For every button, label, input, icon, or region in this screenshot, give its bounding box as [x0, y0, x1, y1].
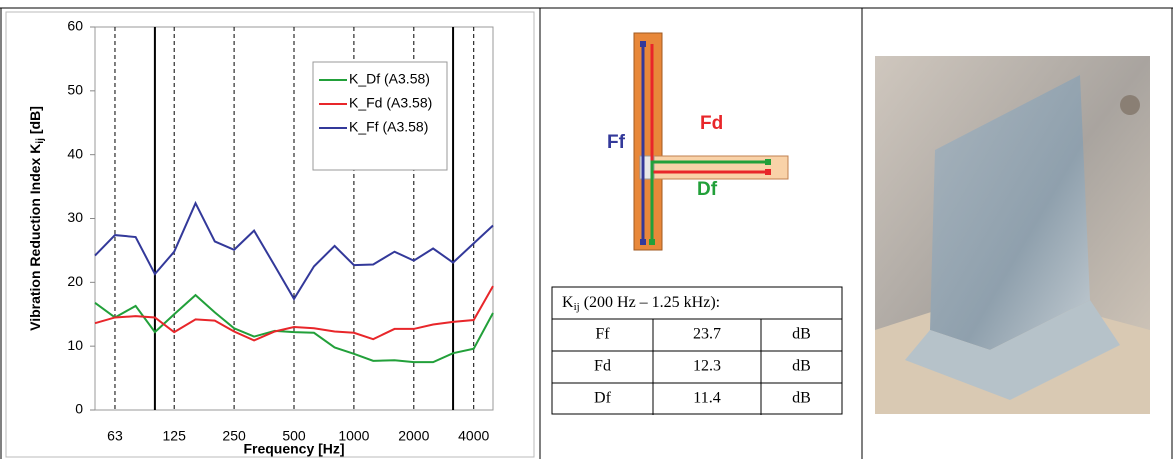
- y-tick-label: 40: [67, 145, 83, 161]
- node: [765, 169, 771, 175]
- series-line: [94, 285, 494, 342]
- legend-label: K_Ff (A3.58): [349, 119, 428, 135]
- x-tick-label: 1000: [338, 428, 369, 444]
- y-tick-label: 60: [67, 18, 83, 34]
- node: [640, 239, 646, 245]
- y-tick-label: 10: [67, 337, 83, 353]
- table-cell: 12.3: [693, 358, 721, 375]
- table-cell: Ff: [595, 326, 610, 343]
- table: Kij (200 Hz – 1.25 kHz): Ff 23.7 dB Fd 12.3 dB…: [551, 286, 843, 415]
- table-header: Kij (200 Hz – 1.25 kHz):: [562, 294, 720, 313]
- diagram: Fd Ff Df: [607, 32, 789, 251]
- path-fd: [650, 44, 768, 174]
- y-tick-label: 0: [75, 401, 83, 417]
- wall: [633, 32, 663, 251]
- label-fd: Fd: [700, 113, 723, 134]
- legend-label: K_Df (A3.58): [349, 71, 430, 87]
- x-tick-label: 2000: [398, 428, 429, 444]
- label-ff: Ff: [607, 132, 626, 153]
- photo-bracket: [905, 300, 1120, 400]
- table-header-sub: ij: [574, 301, 580, 313]
- table-cell: dB: [792, 326, 811, 343]
- node: [765, 159, 771, 165]
- y-tick-label: 50: [67, 82, 83, 98]
- x-tick-label: 125: [163, 428, 187, 444]
- y-tick-label: 30: [67, 209, 83, 225]
- x-tick-label: 500: [282, 428, 306, 444]
- table-cell: 11.4: [693, 390, 720, 407]
- y-axis-label-sub: ij: [35, 138, 46, 144]
- x-axis-label: Frequency [Hz]: [243, 441, 344, 457]
- chart: 0 10 20 30 40 50 60 63 125 250 500 1000 2000 4000 Freq…: [27, 18, 494, 457]
- node: [649, 239, 655, 245]
- series-line: [94, 200, 494, 301]
- table-cell: dB: [792, 390, 811, 407]
- x-tick-label: 63: [107, 428, 123, 444]
- x-tick-label: 250: [222, 428, 246, 444]
- y-axis-label-unit: [dB]: [27, 106, 43, 134]
- series-line: [94, 293, 494, 364]
- table-cell: 23.7: [693, 326, 721, 343]
- photo-bracket: [930, 75, 1090, 350]
- photo-screw: [1120, 95, 1140, 115]
- x-tick-label: 4000: [458, 428, 489, 444]
- table-header-rest: (200 Hz – 1.25 kHz):: [580, 294, 720, 311]
- label-df: Df: [697, 179, 718, 200]
- node: [640, 41, 646, 47]
- table-header-main: K: [562, 294, 574, 311]
- table-cell: dB: [792, 358, 811, 375]
- legend-label: K_Fd (A3.58): [349, 95, 432, 111]
- path-df: [650, 160, 768, 242]
- table-cell: Fd: [594, 358, 611, 375]
- photo: [875, 56, 1150, 414]
- table-cell: Df: [594, 390, 612, 407]
- y-tick-label: 20: [67, 273, 83, 289]
- y-axis-label-main: Vibration Reduction Index K: [27, 144, 43, 331]
- y-axis-label: Vibration Reduction Index Kij [dB]: [27, 106, 46, 331]
- frame: [0, 7, 1173, 459]
